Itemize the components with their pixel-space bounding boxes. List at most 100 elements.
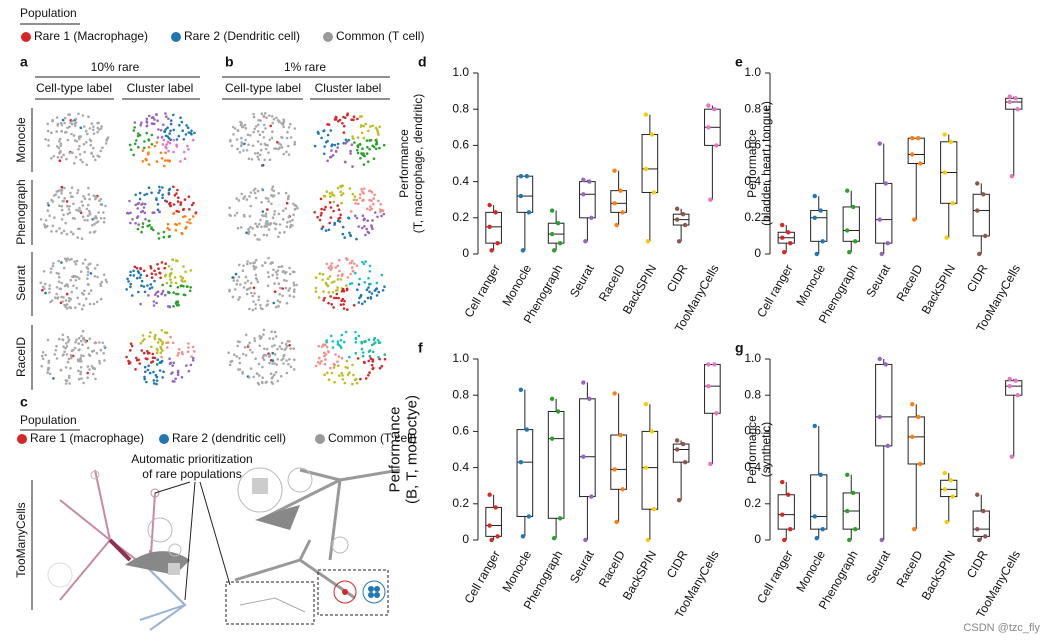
embedding-dot [68,151,72,155]
embedding-dot [261,365,264,369]
embedding-dot [151,211,154,214]
embedding-dot [345,359,349,363]
embedding-dot [365,227,369,231]
embedding-dot [271,362,274,365]
embedding-dot [334,353,337,356]
y-tick-label: 0.2 [452,210,469,224]
embedding-dot [349,149,352,153]
embedding-dot [144,357,148,360]
embedding-dot [179,116,182,119]
embedding-dot [136,276,139,280]
embedding-dot [80,307,84,311]
embedding-dot [270,188,274,191]
embedding-dot [237,368,240,371]
embedding-dot [346,308,349,311]
embedding-dot [141,209,145,213]
embedding-dot [134,222,137,225]
embedding-dot [193,350,196,353]
data-point [1013,96,1018,101]
y-tick-label: 0.6 [452,424,469,438]
embedding-dot [150,116,154,119]
data-point [557,516,563,521]
embedding-dot [93,222,96,226]
embedding-dot [59,144,63,147]
embedding-dot [336,340,340,343]
embedding-dot [271,130,274,133]
embedding-dot [135,356,138,360]
embedding-dot [92,372,95,376]
embedding-dot [336,146,340,149]
embedding-dot [325,345,329,349]
embedding-dot [169,204,172,207]
embedding-dot [261,214,264,217]
embedding-dot [188,289,192,293]
embedding-dot [129,148,133,151]
embedding-dot [264,196,268,200]
tree-shape [255,505,300,530]
embedding-dot [53,216,56,219]
data-point [1009,454,1014,459]
embedding-dot [280,122,283,125]
embedding-dot [99,203,103,206]
embedding-dot [278,286,282,290]
embedding-dot [340,193,343,197]
embedding-dot [278,223,282,226]
embedding-dot [140,203,143,206]
embedding-dot [276,379,280,383]
embedding-dot [129,270,132,274]
embedding-dot [264,147,268,151]
embedding-dot [69,191,72,195]
embedding-dot [147,151,150,154]
embedding-dot [135,266,139,270]
data-point [780,222,785,228]
embedding-dot [265,347,269,351]
embedding-dot [258,238,261,241]
y-tick-label: 0.8 [744,101,761,115]
embedding-dot [43,282,47,286]
embedding-dot [74,279,78,282]
embedding-dot [256,151,260,155]
embedding-dot [64,379,68,382]
embedding-dot [230,359,234,363]
embedding-dot [285,150,288,154]
embedding-dot [277,304,280,308]
embedding-dot [371,358,375,361]
embedding-dot [74,117,78,121]
embedding-dot [353,141,356,144]
embedding-dot [326,159,329,163]
embedding-dot [376,339,380,342]
embedding-dot [363,154,366,158]
embedding-dot [153,122,156,126]
embedding-dot [343,381,347,385]
embedding-dot [258,133,262,136]
embedding-dot [254,187,257,191]
data-point [706,125,711,130]
embedding-dot [70,349,74,353]
embedding-dot [137,290,140,294]
data-point [812,514,817,519]
embedding-dot [383,357,387,361]
embedding-dot [356,117,359,121]
embedding-dot [65,345,69,348]
embedding-dot [327,378,331,382]
data-point [682,459,688,465]
embedding-dot [361,351,365,354]
data-point [879,537,884,543]
embedding-dot [172,291,175,294]
embedding-dot [257,123,260,127]
embedding-dot [75,259,79,263]
data-point [583,537,588,543]
embedding-dot [320,207,323,211]
embedding-dot [88,209,91,213]
embedding-dot [375,281,379,285]
embedding-dot [187,148,190,151]
embedding-dot [319,197,323,201]
embedding-dot [166,222,170,226]
embedding-dot [334,150,338,153]
data-point [676,497,682,503]
embedding-dot [102,273,106,277]
embedding-dot [67,338,71,342]
embedding-dot [176,373,180,377]
embedding-dot [88,337,92,341]
embedding-dot [44,291,47,295]
